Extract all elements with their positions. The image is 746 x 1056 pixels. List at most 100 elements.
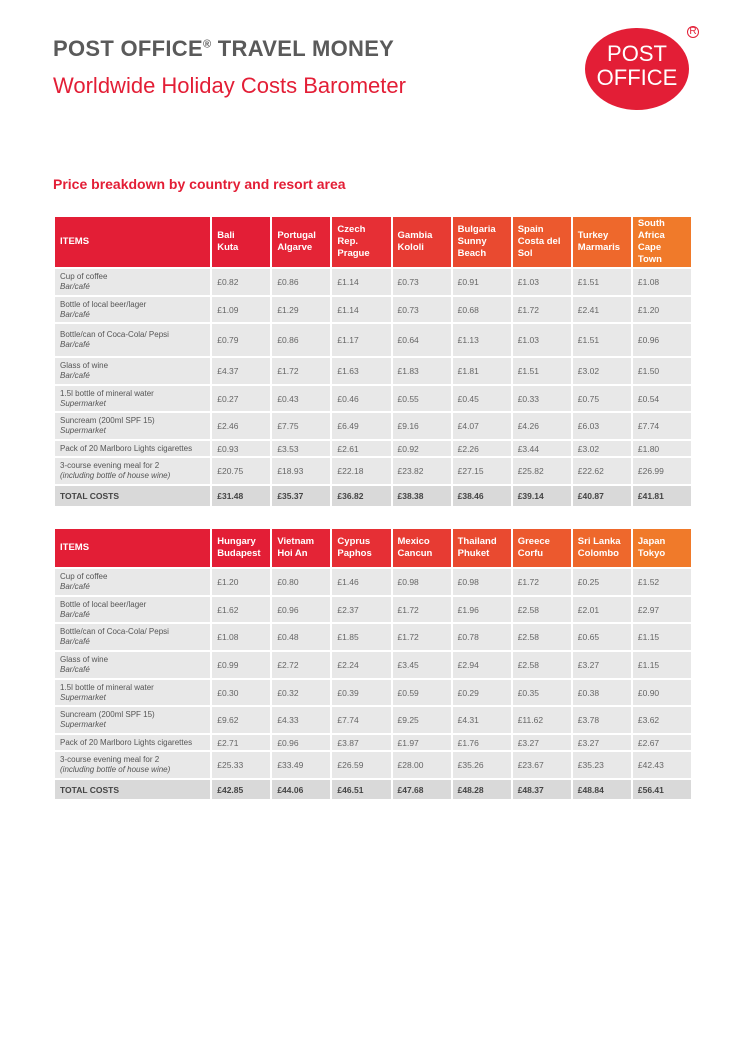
total-cell: £36.82	[330, 484, 393, 508]
table-row: Suncream (200ml SPF 15) Supermarket £9.62 £…	[52, 705, 694, 735]
column-header: Mexico Cancun	[390, 527, 453, 569]
price-cell: £1.03	[510, 322, 573, 358]
price-cell: £1.72	[390, 595, 453, 624]
price-cell: £1.29	[270, 295, 333, 324]
logo-registered-icon: R	[687, 26, 699, 38]
price-cell: £1.51	[570, 322, 633, 358]
table-row: Glass of wine Bar/café £4.37 £1.72 £1.63 £1.8…	[52, 356, 694, 386]
price-cell: £3.45	[390, 650, 453, 680]
price-cell: £26.59	[330, 750, 393, 780]
table-row: Pack of 20 Marlboro Lights cigarettes £2.…	[52, 733, 694, 752]
item-label: Cup of coffee Bar/café	[52, 267, 213, 297]
registered-mark: ®	[202, 38, 212, 51]
price-cell: £6.03	[570, 411, 633, 441]
resort-name: Hoi An	[277, 548, 308, 559]
item-name: Pack of 20 Marlboro Lights cigarettes	[60, 443, 193, 453]
price-cell: £0.73	[390, 295, 453, 324]
total-row: TOTAL COSTS £31.48 £35.37 £36.82 £38.38 £38.4…	[52, 484, 694, 508]
price-cell: £0.73	[390, 267, 453, 297]
total-cell: £48.37	[510, 778, 573, 801]
price-table-2: ITEMS Hungary Budapest Vietnam Hoi An Cyprus P…	[52, 527, 694, 801]
item-label: Pack of 20 Marlboro Lights cigarettes	[52, 733, 213, 752]
price-table-1: ITEMS Bali Kuta Portugal Algarve Czech Rep. Pr…	[52, 215, 694, 508]
price-cell: £2.58	[510, 622, 573, 652]
price-cell: £7.75	[270, 411, 333, 441]
price-cell: £1.17	[330, 322, 393, 358]
total-cell: £47.68	[390, 778, 453, 801]
price-cell: £3.78	[570, 705, 633, 735]
price-cell: £2.61	[330, 439, 393, 458]
price-cell: £1.80	[630, 439, 694, 458]
resort-name: Costa del Sol	[517, 236, 561, 259]
resort-name: Paphos	[337, 548, 372, 559]
resort-name: Kuta	[217, 242, 239, 253]
country-name: Bali	[217, 230, 235, 241]
table-row: Cup of coffee Bar/café £0.82 £0.86 £1.14 £0.7…	[52, 267, 694, 297]
item-location: Supermarket	[60, 398, 106, 408]
price-cell: £1.52	[630, 567, 694, 597]
price-cell: £0.98	[390, 567, 453, 597]
price-cell: £22.62	[570, 456, 633, 486]
price-cell: £1.15	[630, 622, 694, 652]
price-cell: £3.27	[570, 650, 633, 680]
item-location: Bar/café	[60, 582, 90, 591]
item-name: Glass of wine	[60, 361, 109, 370]
price-cell: £0.54	[630, 384, 694, 413]
item-name: 3-course evening meal for 2	[60, 755, 160, 764]
price-cell: £0.45	[450, 384, 513, 413]
header-row: ITEMS Bali Kuta Portugal Algarve Czech Rep. Pr…	[52, 215, 694, 269]
total-cell: £44.06	[270, 778, 333, 801]
price-cell: £9.25	[390, 705, 453, 735]
column-header: South Africa Cape Town	[630, 215, 694, 269]
price-cell: £0.29	[450, 678, 513, 707]
logo-line1: POST	[607, 41, 667, 66]
price-cell: £33.49	[270, 750, 333, 780]
price-cell: £42.43	[630, 750, 694, 780]
price-cell: £1.20	[630, 295, 694, 324]
price-cell: £3.27	[510, 733, 573, 752]
item-label: 3-course evening meal for 2 (including bo…	[52, 456, 213, 486]
item-label: 1.5l bottle of mineral water Supermarket	[52, 678, 213, 707]
price-cell: £1.83	[390, 356, 453, 386]
table-row: Bottle of local beer/lager Bar/café £1.09 £…	[52, 295, 694, 324]
table-row: 1.5l bottle of mineral water Supermarket £…	[52, 384, 694, 413]
country-name: Vietnam	[277, 536, 315, 547]
item-name: 1.5l bottle of mineral water	[60, 682, 154, 692]
item-location: (including bottle of house wine)	[60, 471, 171, 480]
price-cell: £25.33	[210, 750, 273, 780]
resort-name: Sunny Beach	[457, 236, 487, 259]
price-cell: £0.96	[270, 595, 333, 624]
column-header: Sri Lanka Colombo	[570, 527, 633, 569]
price-cell: £1.08	[210, 622, 273, 652]
price-cell: £1.97	[390, 733, 453, 752]
price-cell: £4.07	[450, 411, 513, 441]
column-header: Czech Rep. Prague	[330, 215, 393, 269]
price-cell: £0.75	[570, 384, 633, 413]
price-cell: £2.46	[210, 411, 273, 441]
column-header: Cyprus Paphos	[330, 527, 393, 569]
total-cell: £39.14	[510, 484, 573, 508]
country-name: Czech Rep.	[337, 224, 366, 247]
price-cell: £23.67	[510, 750, 573, 780]
country-name: Bulgaria	[457, 224, 496, 235]
price-cell: £2.71	[210, 733, 273, 752]
item-label: 3-course evening meal for 2 (including bo…	[52, 750, 213, 780]
total-label: TOTAL COSTS	[52, 778, 213, 801]
price-cell: £4.33	[270, 705, 333, 735]
resort-name: Kololi	[397, 242, 424, 253]
price-cell: £0.80	[270, 567, 333, 597]
item-label: Bottle/can of Coca-Cola/ Pepsi Bar/café	[52, 322, 213, 358]
item-location: Supermarket	[60, 720, 106, 729]
price-cell: £1.72	[510, 567, 573, 597]
column-header: Gambia Kololi	[390, 215, 453, 269]
total-cell: £35.37	[270, 484, 333, 508]
price-cell: £2.72	[270, 650, 333, 680]
price-cell: £3.87	[330, 733, 393, 752]
table-row: 3-course evening meal for 2 (including bo…	[52, 456, 694, 486]
item-label: Pack of 20 Marlboro Lights cigarettes	[52, 439, 213, 458]
page-subtitle: Worldwide Holiday Costs Barometer	[53, 73, 406, 98]
price-cell: £9.16	[390, 411, 453, 441]
resort-name: Prague	[337, 248, 370, 259]
price-cell: £20.75	[210, 456, 273, 486]
total-cell: £42.85	[210, 778, 273, 801]
